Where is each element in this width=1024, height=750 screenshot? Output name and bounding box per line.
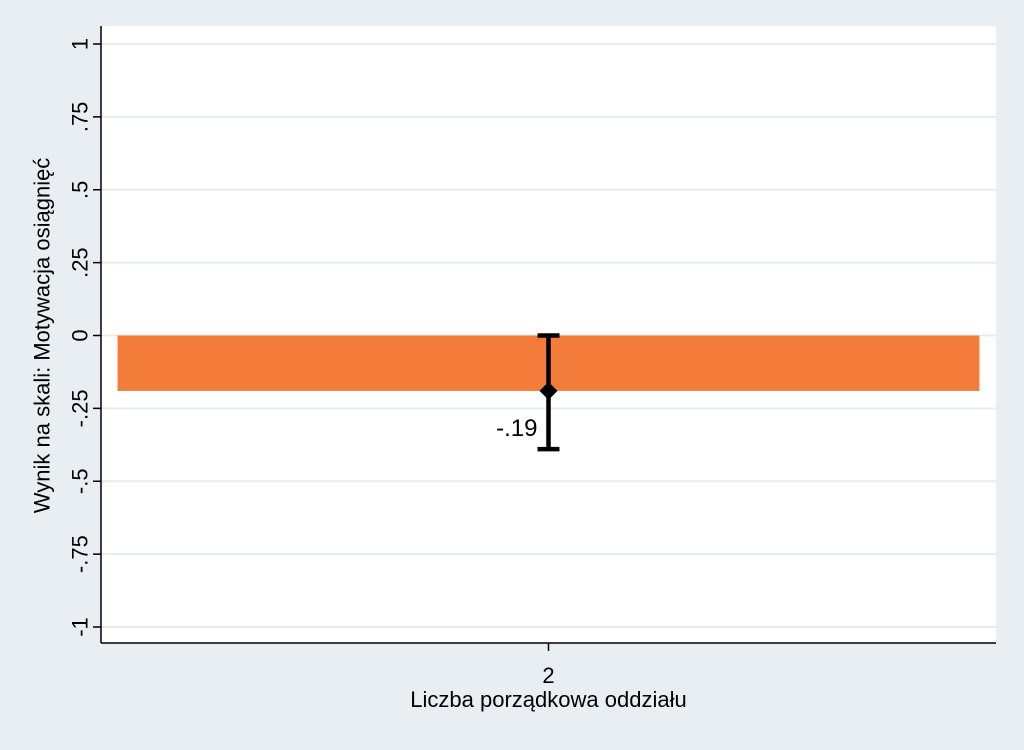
y-tick-label: -1 (68, 617, 93, 637)
y-axis-title: Wynik na skali: Motywacja osiągnięć (30, 158, 55, 514)
error-bars (537, 333, 560, 452)
y-tick-label: 1 (68, 38, 93, 50)
y-tick-label: .5 (68, 181, 93, 199)
data-label: -.19 (496, 415, 537, 442)
y-tick-label: .25 (68, 247, 93, 278)
y-tick-label: -.25 (68, 389, 93, 427)
x-tick-label: 2 (542, 663, 554, 688)
y-tick-label: 0 (68, 329, 93, 341)
y-tick-label: -.75 (68, 535, 93, 573)
labels: Liczba porządkowa oddziału Wynik na skal… (30, 38, 687, 712)
y-tick-label: .75 (68, 102, 93, 133)
x-axis-title: Liczba porządkowa oddziału (410, 687, 686, 712)
axes (93, 26, 996, 651)
y-tick-label: -.5 (68, 468, 93, 494)
point-marker (539, 381, 558, 400)
